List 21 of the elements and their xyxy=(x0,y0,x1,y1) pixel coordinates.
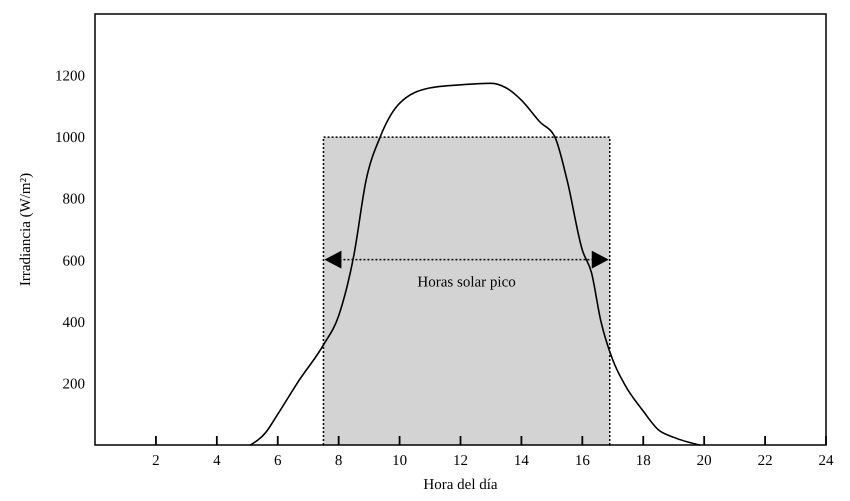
x-tick-label: 12 xyxy=(453,453,468,469)
x-tick-label: 20 xyxy=(696,453,712,469)
x-tick-label: 10 xyxy=(392,453,408,469)
y-tick-label: 800 xyxy=(62,192,85,208)
x-tick-label: 16 xyxy=(574,453,590,469)
x-tick-label: 24 xyxy=(818,453,834,469)
x-tick-label: 8 xyxy=(334,453,342,469)
y-tick-label: 1000 xyxy=(55,130,85,146)
y-tick-label: 600 xyxy=(62,253,85,270)
y-axis-title: Irradiancia (W/m²) xyxy=(18,172,34,286)
annotation: Horas solar pico xyxy=(417,274,516,291)
x-tick-label: 4 xyxy=(213,453,222,469)
x-tick-label: 2 xyxy=(152,453,160,469)
y-tick-label: 1200 xyxy=(55,68,85,85)
y-tick-label: 200 xyxy=(62,376,85,392)
x-tick-label: 6 xyxy=(274,453,282,469)
x-tick-label: 18 xyxy=(636,453,651,469)
x-tick-label: 14 xyxy=(514,453,530,469)
y-tick-label: 400 xyxy=(62,314,85,331)
x-tick-label: 22 xyxy=(758,453,773,469)
x-axis-title: Hora del día xyxy=(423,477,498,493)
